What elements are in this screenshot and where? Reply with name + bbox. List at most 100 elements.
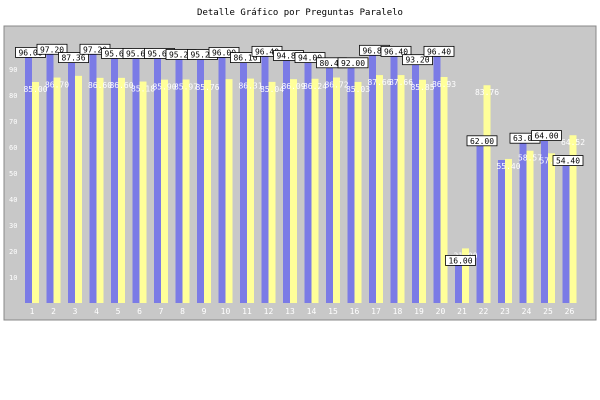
bar-series-1	[240, 58, 247, 303]
data-label-series-1: 95.60	[147, 49, 171, 58]
data-label-series-1: 95.20	[190, 50, 214, 59]
data-label-series-1: 16.00	[448, 256, 472, 265]
bar-series-1	[369, 51, 376, 303]
data-label-series-1: 97.20	[40, 45, 64, 54]
data-label-box	[445, 254, 476, 266]
data-label-series-1: 87.36	[61, 54, 85, 63]
bar-series-1	[476, 141, 484, 303]
data-label-series-1: 62.00	[470, 137, 494, 146]
data-label-series-2: 86.60	[88, 81, 112, 90]
data-label-series-1: 93.20	[405, 56, 429, 65]
data-label-series-2: 85.03	[346, 85, 370, 94]
data-label-series-2: 85.85	[410, 83, 434, 92]
y-tick-label: 40	[9, 196, 17, 204]
x-tick-label: 25	[543, 307, 553, 316]
data-label-series-2: 57.57	[539, 156, 563, 165]
bar-series-2	[96, 77, 104, 303]
bar-series-2	[53, 77, 61, 303]
bar-series-2	[139, 81, 147, 303]
data-label-series-1: 96.00	[18, 48, 42, 57]
data-label-series-2: 86.24	[303, 82, 327, 91]
y-tick-label: 70	[9, 118, 17, 126]
bar-series-1	[304, 58, 312, 303]
bar-series-2	[118, 77, 125, 303]
data-label-series-2: 87.66	[389, 78, 413, 87]
bar-series-2	[526, 150, 534, 303]
x-tick-label: 3	[73, 307, 78, 316]
bar-series-2	[204, 80, 211, 303]
bar-series-2	[32, 82, 39, 303]
data-label-series-1: 96.80	[362, 46, 386, 55]
data-label-series-2: 85.04	[260, 85, 284, 94]
data-label-box	[337, 57, 369, 69]
bar-series-2	[333, 77, 340, 303]
data-label-box	[552, 155, 584, 166]
x-tick-label: 10	[221, 307, 231, 316]
data-label-series-2: 85.00	[23, 85, 47, 94]
x-tick-label: 1	[30, 307, 35, 316]
bar-series-1	[498, 160, 505, 303]
bar-series-1	[347, 63, 355, 303]
bar-series-2	[548, 153, 555, 303]
data-label-series-2: 83.76	[475, 88, 499, 97]
x-tick-label: 12	[264, 307, 274, 316]
y-tick-label: 20	[9, 248, 17, 256]
bar-series-2	[225, 79, 233, 303]
bar-series-1	[455, 261, 462, 303]
bar-series-2	[290, 79, 297, 303]
x-tick-label: 6	[137, 307, 142, 316]
data-label-series-1: 80.40	[319, 59, 343, 68]
data-label-series-1: 95.20	[169, 50, 193, 59]
x-tick-label: 9	[202, 307, 207, 316]
y-tick-label: 80	[9, 92, 17, 100]
data-label-box	[423, 45, 455, 57]
x-tick-label: 18	[393, 307, 403, 316]
bar-series-1	[46, 50, 54, 303]
data-label-series-2: 55.40	[496, 162, 520, 171]
bar-series-1	[25, 53, 32, 304]
data-label-series-1: 95.60	[104, 49, 128, 58]
x-tick-label: 14	[307, 307, 317, 316]
x-tick-label: 2	[51, 307, 56, 316]
x-tick-label: 16	[350, 307, 360, 316]
x-tick-label: 21	[457, 307, 467, 316]
data-label-series-2: 86.72	[324, 81, 348, 90]
data-label-series-1: 96.40	[255, 47, 279, 56]
bar-series-2	[569, 135, 577, 303]
x-tick-label: 11	[242, 307, 252, 316]
bar-series-1	[111, 54, 118, 303]
x-tick-label: 8	[180, 307, 185, 316]
x-tick-label: 19	[414, 307, 424, 316]
x-tick-label: 26	[565, 307, 575, 316]
bar-series-2	[376, 75, 383, 303]
data-label-series-2: 85.18	[131, 85, 155, 94]
data-label-series-1: 94.00	[298, 54, 322, 63]
bar-series-1	[89, 50, 97, 303]
data-label-series-1: 96.40	[427, 47, 451, 56]
bar-series-1	[326, 63, 333, 303]
bar-series-1	[218, 53, 226, 304]
data-label-series-1: 96.00	[212, 48, 236, 57]
bar-series-2	[419, 79, 426, 303]
bar-series-1	[562, 161, 570, 303]
data-label-series-1: 95.60	[126, 49, 150, 58]
bar-series-1	[433, 52, 441, 303]
bar-series-2	[505, 158, 512, 303]
bar-series-2	[311, 78, 319, 303]
x-tick-label: 13	[285, 307, 295, 316]
bar-series-1	[390, 52, 398, 303]
y-tick-label: 90	[9, 66, 17, 74]
data-label-box	[230, 52, 261, 63]
bar-series-2	[75, 75, 82, 303]
data-label-series-1: 97.20	[83, 45, 107, 54]
bar-series-1	[519, 139, 527, 303]
x-tick-label: 20	[436, 307, 446, 316]
data-label-box	[531, 130, 562, 142]
bar-series-1	[175, 55, 183, 304]
bar-series-1	[197, 55, 204, 304]
data-label-series-1: 96.40	[384, 47, 408, 56]
bar-series-1	[154, 54, 161, 303]
data-label-box	[36, 43, 68, 55]
x-tick-label: 5	[116, 307, 121, 316]
data-label-series-2: 86.60	[109, 81, 133, 90]
